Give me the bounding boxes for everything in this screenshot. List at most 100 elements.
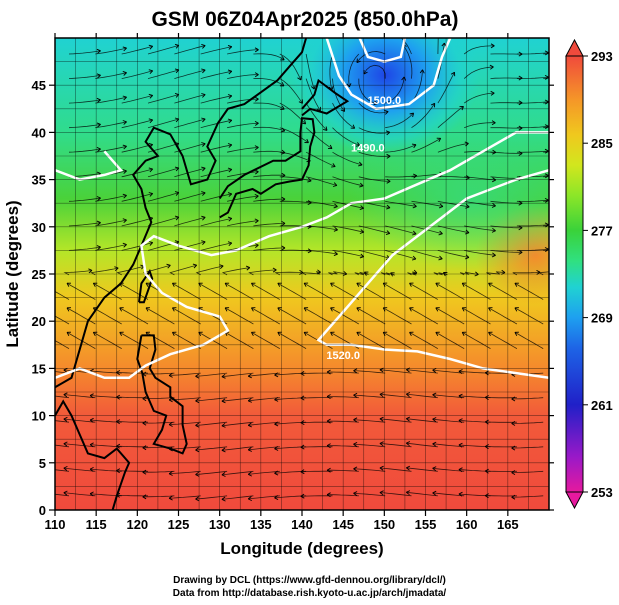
colorbar-body	[565, 55, 584, 493]
streamline	[411, 200, 443, 207]
streamline	[66, 282, 96, 300]
streamline-arrow	[353, 417, 358, 423]
streamline-arrow	[96, 220, 101, 226]
streamline	[274, 271, 303, 276]
streamline-arrow	[353, 441, 358, 447]
streamline	[95, 96, 127, 104]
streamline-arrow	[359, 229, 365, 234]
streamline-arrow	[514, 307, 519, 312]
streamline	[511, 446, 544, 449]
streamline	[437, 176, 470, 179]
streamline-arrow	[458, 442, 463, 448]
streamline-arrow	[435, 282, 440, 287]
streamline-arrow	[247, 373, 252, 379]
streamline-arrow	[192, 263, 198, 269]
streamline-arrow	[89, 442, 94, 448]
streamline-arrow	[195, 447, 200, 453]
streamline	[432, 418, 465, 423]
streamline-arrow	[195, 496, 200, 502]
streamline	[379, 369, 412, 374]
streamline	[200, 242, 232, 251]
streamline-arrow	[227, 118, 233, 124]
streamline	[227, 171, 259, 178]
streamline-arrow	[148, 241, 154, 246]
streamline-arrow	[142, 469, 147, 475]
streamline	[301, 271, 321, 276]
streamline-arrow	[168, 471, 173, 476]
streamline	[116, 421, 148, 423]
streamline-arrow	[66, 282, 71, 287]
streamline	[400, 38, 412, 55]
streamline	[68, 99, 101, 104]
streamline	[221, 397, 254, 402]
colorbar-ticks: 253 261 269 277 285 293	[583, 49, 613, 500]
streamline	[55, 469, 70, 472]
streamline	[253, 150, 286, 154]
streamline	[437, 143, 469, 153]
streamline	[511, 421, 544, 424]
streamline-arrow	[96, 122, 101, 128]
streamline-arrow	[326, 492, 331, 498]
streamline	[221, 421, 254, 427]
streamline-arrow	[353, 392, 358, 398]
streamline	[463, 92, 495, 104]
streamline	[55, 340, 70, 349]
streamline	[174, 167, 206, 178]
streamline-arrow	[96, 196, 101, 201]
streamline-arrow	[409, 282, 414, 287]
streamline-arrow	[350, 124, 356, 129]
x-tick-label: 130	[209, 517, 231, 532]
streamline	[142, 446, 175, 449]
streamline-arrow	[458, 418, 463, 424]
streamline-arrow	[122, 242, 127, 248]
streamline-arrow	[272, 267, 277, 273]
streamline-arrow	[458, 491, 463, 497]
streamline-arrow	[458, 369, 463, 374]
streamline-arrow	[274, 372, 279, 378]
coastline	[301, 78, 350, 117]
streamline-arrow	[353, 466, 358, 472]
streamline	[348, 53, 360, 87]
streamline	[516, 150, 549, 153]
streamline-arrow	[122, 70, 127, 76]
y-tick-label: 45	[32, 78, 46, 93]
streamline	[253, 247, 286, 251]
streamline-arrow	[274, 446, 279, 451]
colorbar-top-arrow	[565, 38, 584, 57]
streamline	[464, 122, 496, 129]
streamline-arrow	[461, 282, 467, 287]
streamline	[356, 331, 386, 349]
contour-label: 1490.0	[351, 142, 385, 154]
streamline	[411, 103, 436, 129]
streamline	[227, 122, 259, 129]
streamline-arrow	[379, 441, 384, 447]
streamline-arrow	[148, 93, 154, 99]
streamline-arrow	[491, 203, 496, 208]
streamline-arrow	[280, 56, 285, 61]
streamline-arrow	[254, 121, 259, 126]
y-tick-label: 20	[32, 314, 46, 329]
streamline	[227, 98, 259, 104]
streamline	[248, 470, 280, 475]
streamline-arrow	[300, 371, 305, 376]
x-tick-label: 165	[497, 517, 519, 532]
streamline	[406, 418, 438, 423]
streamline	[142, 421, 175, 424]
streamline-arrow	[379, 416, 384, 422]
streamline-arrow	[227, 167, 233, 173]
streamline	[63, 270, 93, 276]
streamline-arrow	[409, 307, 414, 312]
streamline	[432, 369, 465, 374]
streamline-arrow	[251, 331, 256, 337]
streamline-arrow	[41, 332, 45, 336]
streamline-arrow	[227, 216, 233, 222]
streamline	[95, 145, 127, 153]
streamline-arrow	[490, 90, 495, 96]
streamline-arrow	[333, 203, 338, 209]
streamline-arrow	[300, 444, 305, 450]
streamline	[516, 125, 549, 129]
streamline-arrow	[409, 112, 415, 118]
streamline-arrow	[488, 331, 493, 337]
streamline-arrow	[406, 416, 411, 422]
streamline-arrow	[430, 102, 436, 108]
